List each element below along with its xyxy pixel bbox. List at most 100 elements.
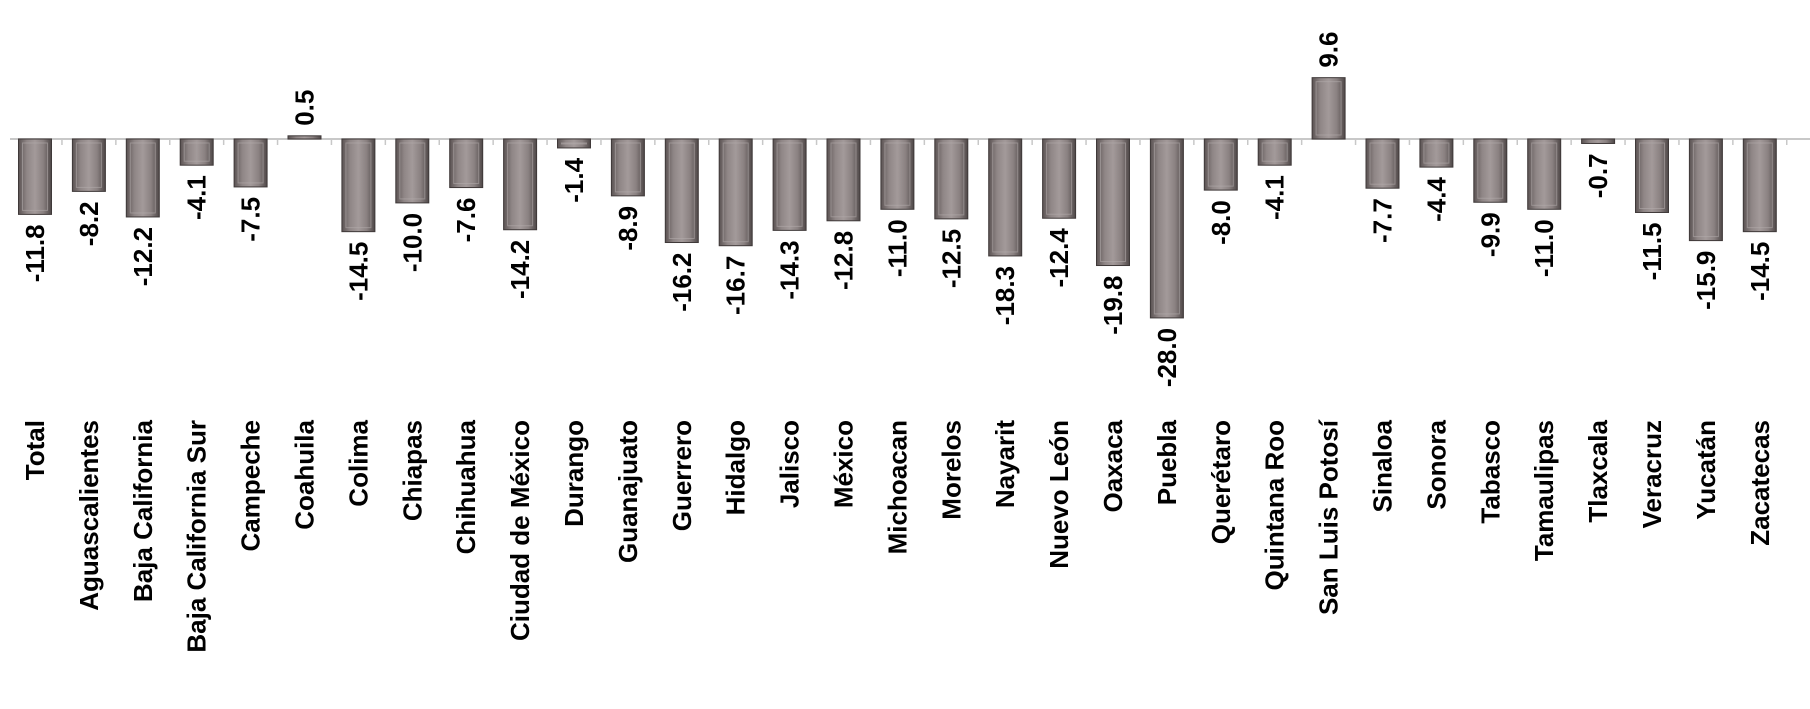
bar-oaxaca xyxy=(1096,138,1130,267)
bar-jalisco xyxy=(772,138,807,231)
value-label-san-luis-potosi: 9.6 xyxy=(1314,31,1344,67)
value-label-chihuahua: -7.6 xyxy=(451,198,481,243)
category-label-sinaloa: Sinaloa xyxy=(1368,419,1398,512)
bar-bevel xyxy=(1477,142,1504,199)
category-label-guanajuato: Guanajuato xyxy=(613,420,643,563)
bar-mexico xyxy=(826,138,861,222)
value-label-nuevo-leon: -12.4 xyxy=(1044,228,1074,288)
value-label-mexico: -12.8 xyxy=(829,231,859,290)
bar-bevel xyxy=(561,142,587,145)
category-label-oaxaca: Oaxaca xyxy=(1098,419,1128,512)
bar-bevel xyxy=(237,142,264,184)
bar-bevel xyxy=(183,142,210,162)
bar-veracruz xyxy=(1635,138,1669,213)
value-label-nayarit: -18.3 xyxy=(990,266,1020,325)
value-label-morelos: -12.5 xyxy=(936,229,966,288)
category-label-queretaro: Querétaro xyxy=(1206,420,1236,544)
bar-bevel xyxy=(830,142,857,218)
bar-zacatecas xyxy=(1742,138,1777,233)
bar-bevel xyxy=(1100,142,1126,263)
value-label-aguascalientes: -8.2 xyxy=(74,201,104,246)
bar-ciudad-de-mexico xyxy=(503,138,538,231)
value-label-baja-california: -12.2 xyxy=(128,227,158,286)
category-label-tlaxcala: Tlaxcala xyxy=(1583,419,1613,522)
value-label-guanajuato: -8.9 xyxy=(613,206,643,251)
bar-bevel xyxy=(1423,142,1450,164)
category-label-yucatan: Yucatán xyxy=(1691,420,1721,520)
value-label-campeche: -7.5 xyxy=(236,197,266,242)
bar-bevel xyxy=(1207,142,1234,187)
bar-morelos xyxy=(934,138,969,220)
value-labels-layer: -11.8-8.2-12.2-4.1 -7.50.5-14.5 -10.0 -7.6-… xyxy=(20,31,1775,387)
value-label-baja-california-sur: -4.1 xyxy=(182,175,212,220)
category-label-tabasco: Tabasco xyxy=(1475,420,1505,524)
category-label-mexico: México xyxy=(829,420,859,508)
bar-bevel xyxy=(614,142,641,193)
value-label-tlaxcala: -0.7 xyxy=(1583,153,1613,198)
bar-aguascalientes xyxy=(71,138,106,192)
value-label-tabasco: -9.9 xyxy=(1475,212,1505,257)
bar-bevel xyxy=(1531,142,1558,206)
category-label-chiapas: Chiapas xyxy=(397,420,427,521)
bar-bevel xyxy=(668,142,695,240)
category-label-chihuahua: Chihuahua xyxy=(451,419,481,554)
value-label-quintana-roo: -4.1 xyxy=(1260,175,1290,220)
bar-tabasco xyxy=(1473,138,1508,203)
bar-bevel xyxy=(722,142,749,243)
bar-bevel xyxy=(453,142,480,185)
value-label-yucatan: -15.9 xyxy=(1691,251,1721,310)
category-label-zacatecas: Zacatecas xyxy=(1745,420,1775,546)
bar-bevel xyxy=(1369,142,1396,185)
bars-layer xyxy=(18,77,1777,319)
bar-bevel xyxy=(129,142,156,214)
bar-michoacan xyxy=(880,138,915,210)
value-label-sinaloa: -7.7 xyxy=(1368,198,1398,243)
bar-puebla xyxy=(1149,138,1184,319)
value-label-michoacan: -11.0 xyxy=(882,219,912,277)
bar-bevel xyxy=(1153,142,1180,315)
category-labels-layer: Total Aguascalientes Baja California Baja C… xyxy=(20,419,1775,652)
value-label-colima: -14.5 xyxy=(343,242,373,301)
bar-chiapas xyxy=(395,138,430,204)
bar-tlaxcala xyxy=(1581,138,1616,144)
category-label-baja-california: Baja California xyxy=(128,419,158,602)
value-label-durango: -1.4 xyxy=(559,157,589,202)
bar-tamaulipas xyxy=(1527,138,1562,210)
bar-sinaloa xyxy=(1365,138,1400,189)
value-label-zacatecas: -14.5 xyxy=(1745,242,1775,301)
value-label-coahuila: 0.5 xyxy=(290,90,320,126)
bar-yucatan xyxy=(1688,138,1723,242)
category-label-san-luis-potosi: San Luis Potosí xyxy=(1314,419,1344,615)
category-label-michoacan: Michoacan xyxy=(882,420,912,554)
bar-total xyxy=(18,138,52,215)
category-label-sonora: Sonora xyxy=(1421,419,1451,509)
bar-bevel xyxy=(938,142,965,216)
category-label-total: Total xyxy=(20,420,50,480)
value-label-veracruz: -11.5 xyxy=(1637,222,1667,280)
value-label-chiapas: -10.0 xyxy=(397,213,427,272)
category-label-baja-california-sur: Baja California Sur xyxy=(182,420,212,653)
bar-chihuahua xyxy=(449,138,484,189)
value-label-tamaulipas: -11.0 xyxy=(1529,219,1559,277)
bar-guerrero xyxy=(664,138,699,244)
bar-bevel xyxy=(1639,142,1665,209)
category-label-colima: Colima xyxy=(343,419,373,506)
category-label-nuevo-leon: Nuevo León xyxy=(1044,420,1074,569)
bar-sonora xyxy=(1419,138,1454,168)
category-label-durango: Durango xyxy=(559,420,589,527)
bar-bevel xyxy=(1046,142,1073,215)
category-label-guerrero: Guerrero xyxy=(667,420,697,531)
bar-san-luis-potosi xyxy=(1311,77,1346,140)
bar-bevel xyxy=(75,142,102,188)
category-label-tamaulipas: Tamaulipas xyxy=(1529,420,1559,561)
category-label-jalisco: Jalisco xyxy=(775,420,805,508)
bar-baja-california xyxy=(125,138,160,218)
bar-nuevo-leon xyxy=(1042,138,1077,219)
value-label-sonora: -4.4 xyxy=(1421,177,1451,222)
bar-bevel xyxy=(776,142,803,227)
bar-bevel xyxy=(1315,81,1342,136)
bar-bevel xyxy=(1746,142,1773,229)
category-label-campeche: Campeche xyxy=(236,420,266,552)
bar-bevel xyxy=(345,142,372,229)
bar-hidalgo xyxy=(718,138,753,247)
